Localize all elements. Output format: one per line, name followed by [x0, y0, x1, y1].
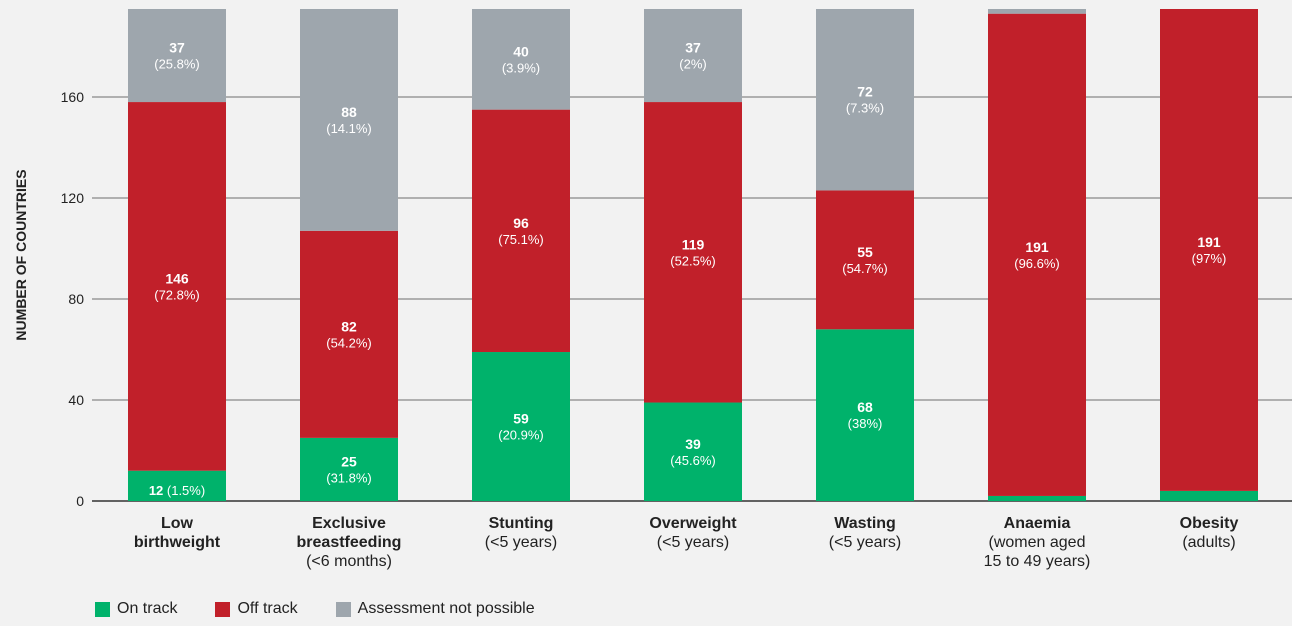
x-tick-label-5: Anaemia (women aged 15 to 49 years): [984, 515, 1091, 570]
data-label-off-track-4: 55: [857, 244, 873, 260]
data-pct-on-track-4: (38%): [848, 416, 883, 431]
data-label-off-track-0: 146: [165, 270, 189, 286]
legend-item-on-track: On track: [95, 600, 177, 618]
y-tick-label-0: 0: [76, 493, 84, 509]
legend-swatch-on-track: [95, 601, 110, 617]
data-pct-off-track-5: (96.6%): [1014, 256, 1060, 271]
data-pct-on-track-3: (45.6%): [670, 453, 716, 468]
data-pct-on-track-2: (20.9%): [498, 428, 544, 443]
bar-off-track-0: [128, 102, 226, 471]
bar-on-track-2: [472, 352, 570, 501]
bar-off-track-1: [300, 230, 398, 438]
bar-off-track-3: [644, 102, 742, 403]
data-label-assessment-not-possible-1: 88: [341, 104, 357, 120]
data-label-on-track-2: 59: [513, 411, 529, 427]
bar-on-track-3: [644, 402, 742, 501]
x-tick-label-0: Low birthweight: [134, 515, 221, 551]
bar-on-track-1: [300, 437, 398, 501]
data-pct-assessment-not-possible-2: (3.9%): [502, 60, 540, 75]
legend: On track Off track Assessment not possib…: [95, 600, 535, 618]
bar-assessment-not-possible-1: [300, 9, 398, 231]
data-label-off-track-2: 96: [513, 215, 529, 231]
data-pct-assessment-not-possible-0: (25.8%): [154, 57, 200, 72]
data-pct-off-track-1: (54.2%): [326, 335, 372, 350]
x-tick-label-3: Overweight (<5 years): [649, 515, 737, 551]
y-tick-label-40: 40: [68, 392, 84, 408]
bar-on-track-4: [816, 329, 914, 501]
legend-label-off-track: Off track: [237, 600, 298, 617]
data-label-on-track-1: 25: [341, 453, 357, 469]
data-pct-off-track-0: (72.8%): [154, 287, 200, 302]
legend-swatch-assessment-not-possible: [335, 601, 351, 617]
data-label-off-track-1: 82: [341, 318, 357, 334]
data-label-off-track-3: 119: [682, 236, 705, 252]
y-tick-label-80: 80: [68, 291, 84, 307]
y-tick-label-120: 120: [61, 190, 85, 206]
x-tick-label-4: Wasting (<5 years): [829, 515, 901, 551]
bar-off-track-4: [816, 190, 914, 330]
data-label-on-track-0: 12 (1.5%): [149, 483, 205, 498]
data-pct-assessment-not-possible-1: (14.1%): [326, 121, 372, 136]
legend-swatch-off-track: [215, 601, 231, 617]
bar-on-track-5: [988, 495, 1086, 501]
x-tick-label-6: Obesity (adults): [1180, 515, 1239, 551]
bar-assessment-not-possible-0: [128, 9, 226, 103]
bar-off-track-2: [472, 109, 570, 353]
bar-assessment-not-possible-4: [816, 9, 914, 191]
data-label-assessment-not-possible-2: 40: [513, 43, 529, 59]
bar-on-track-0: [128, 470, 226, 501]
x-tick-label-1: Exclusive breastfeeding (<6 months): [297, 515, 402, 570]
data-label-off-track-5: 191: [1025, 239, 1049, 255]
bar-assessment-not-possible-5: [988, 9, 1086, 14]
data-label-assessment-not-possible-0: 37: [169, 40, 185, 56]
data-pct-assessment-not-possible-4: (7.3%): [846, 101, 884, 116]
data-label-on-track-4: 68: [857, 399, 873, 415]
data-pct-off-track-3: (52.5%): [670, 253, 716, 268]
x-tick-label-2: Stunting (<5 years): [485, 515, 557, 551]
bar-off-track-6: [1160, 9, 1258, 491]
data-pct-off-track-6: (97%): [1192, 251, 1227, 266]
legend-item-off-track: Off track: [215, 600, 298, 618]
bar-off-track-5: [988, 13, 1086, 496]
data-label-off-track-6: 191: [1197, 234, 1221, 250]
y-axis-title: NUMBER OF COUNTRIES: [13, 169, 29, 340]
legend-label-on-track: On track: [117, 600, 178, 617]
bar-on-track-6: [1160, 490, 1258, 501]
y-tick-label-160: 160: [61, 89, 85, 105]
data-pct-assessment-not-possible-3: (2%): [679, 57, 706, 72]
data-label-assessment-not-possible-4: 72: [857, 84, 873, 100]
data-label-assessment-not-possible-3: 37: [685, 40, 701, 56]
data-pct-off-track-4: (54.7%): [842, 261, 888, 276]
data-pct-off-track-2: (75.1%): [498, 232, 544, 247]
bar-assessment-not-possible-2: [472, 9, 570, 110]
legend-label-assessment-not-possible: Assessment not possible: [357, 600, 535, 617]
bar-assessment-not-possible-3: [644, 9, 742, 103]
data-label-on-track-3: 39: [685, 436, 701, 452]
legend-item-assessment-not-possible: Assessment not possible: [335, 600, 535, 618]
data-pct-on-track-1: (31.8%): [326, 470, 372, 485]
